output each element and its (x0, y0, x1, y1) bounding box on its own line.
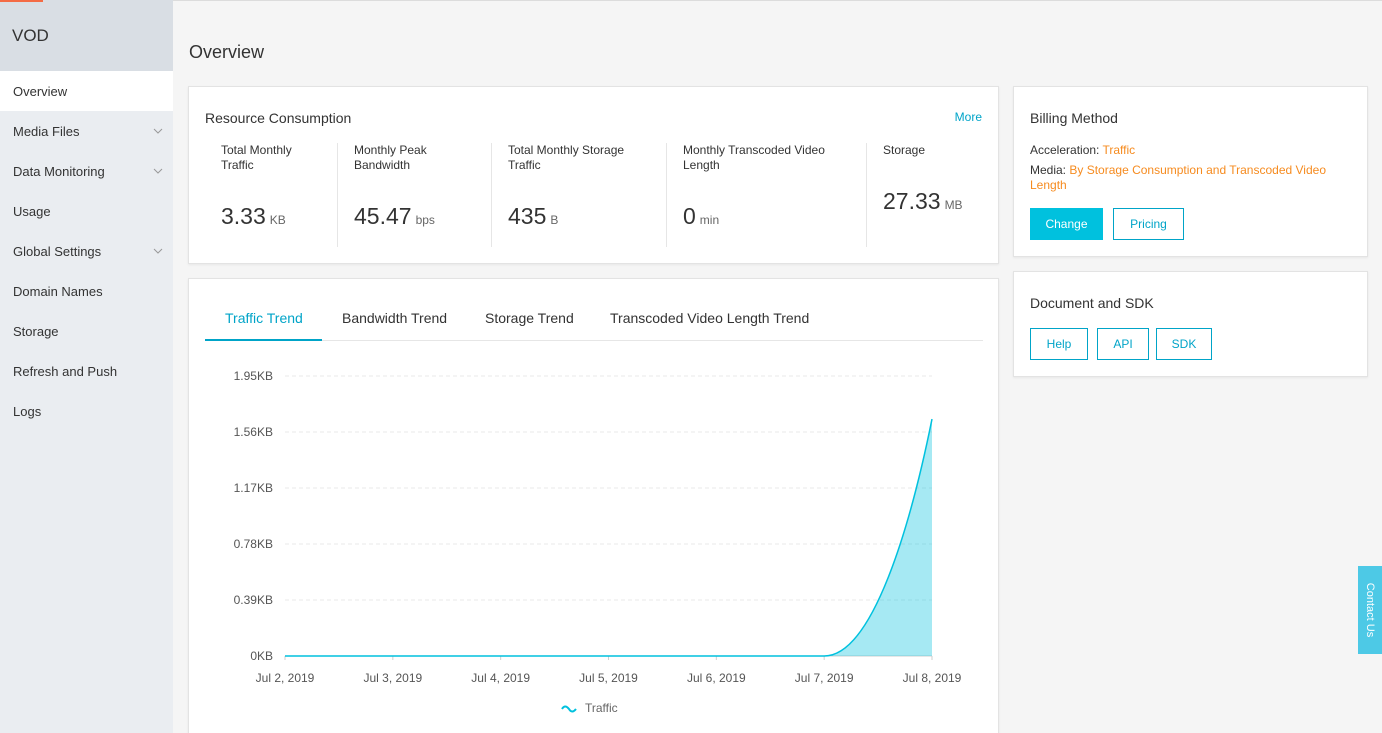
y-tick-label: 0KB (250, 649, 273, 663)
x-tick-label: Jul 5, 2019 (579, 671, 638, 685)
metric-value: 3.33 KB (221, 203, 286, 229)
tab-traffic-trend[interactable]: Traffic Trend (225, 310, 303, 326)
media-row: Media: By Storage Consumption and Transc… (1030, 163, 1326, 193)
pricing-button[interactable]: Pricing (1113, 208, 1184, 240)
x-tick-label: Jul 4, 2019 (471, 671, 530, 685)
x-tick-label: Jul 8, 2019 (903, 671, 962, 685)
metric-monthly-transcoded-video-length: Monthly Transcoded Video Length 0 min (683, 143, 853, 247)
sidebar-item-label: Data Monitoring (13, 163, 105, 179)
tab-bandwidth-trend[interactable]: Bandwidth Trend (342, 310, 448, 326)
trend-tabs: Traffic Trend Bandwidth Trend Storage Tr… (205, 299, 983, 341)
metric-value: 45.47 bps (354, 203, 435, 229)
contact-us-tab[interactable]: Contact Us (1358, 566, 1382, 654)
y-tick-label: 1.56KB (234, 425, 273, 439)
document-sdk-title: Document and SDK (1030, 295, 1154, 311)
sdk-button[interactable]: SDK (1156, 328, 1212, 360)
top-border (0, 0, 1382, 1)
sidebar-item-label: Usage (13, 203, 51, 219)
legend-swatch (561, 705, 577, 713)
divider (666, 143, 667, 247)
page-title: Overview (189, 42, 265, 62)
metric-storage: Storage 27.33 MB (883, 143, 983, 247)
help-button[interactable]: Help (1030, 328, 1088, 360)
trend-card: Traffic Trend Bandwidth Trend Storage Tr… (188, 278, 999, 733)
metric-total-monthly-storage-traffic: Total Monthly Storage Traffic 435 B (508, 143, 658, 247)
media-label: Media: (1030, 163, 1067, 177)
active-tab-indicator (205, 339, 322, 341)
sidebar-item-label: Media Files (13, 123, 80, 139)
sidebar-item-label: Overview (13, 83, 68, 99)
resource-consumption-card: Resource Consumption More Total Monthly T… (188, 86, 999, 264)
sidebar-item-global-settings[interactable]: Global Settings (0, 231, 173, 271)
tab-storage-trend[interactable]: Storage Trend (485, 310, 574, 326)
sidebar-item-label: Storage (13, 323, 59, 339)
acceleration-value: Traffic (1102, 143, 1136, 157)
divider (491, 143, 492, 247)
sidebar-item-label: Global Settings (13, 243, 102, 259)
metric-label: Total Monthly Storage Traffic (508, 143, 625, 172)
sidebar-item-storage[interactable]: Storage (0, 311, 173, 351)
y-tick-label: 1.95KB (234, 369, 273, 383)
sidebar-item-refresh-and-push[interactable]: Refresh and Push (0, 351, 173, 391)
chevron-down-icon (153, 248, 163, 254)
billing-method-card: Billing Method Acceleration: Traffic Med… (1013, 86, 1368, 257)
acceleration-row: Acceleration: Traffic (1030, 143, 1135, 158)
x-tick-label: Jul 6, 2019 (687, 671, 746, 685)
sidebar-item-logs[interactable]: Logs (0, 391, 173, 431)
contact-us-label: Contact Us (1364, 582, 1377, 638)
legend-label: Traffic (585, 701, 618, 715)
billing-method-title: Billing Method (1030, 110, 1118, 126)
metric-total-monthly-traffic: Total Monthly Traffic 3.33 KB (221, 143, 331, 247)
y-tick-label: 0.78KB (234, 537, 273, 551)
x-tick-label: Jul 3, 2019 (363, 671, 422, 685)
top-accent (0, 0, 43, 2)
traffic-area (285, 419, 932, 656)
sidebar-item-media-files[interactable]: Media Files (0, 111, 173, 151)
sidebar: VOD Overview Media Files Data Monitoring… (0, 0, 173, 733)
sidebar-item-label: Refresh and Push (13, 363, 118, 379)
divider (866, 143, 867, 247)
metric-label: Total Monthly Traffic (221, 143, 292, 172)
more-link[interactable]: More (954, 110, 982, 124)
traffic-line (285, 418, 933, 657)
x-tick-label: Jul 2, 2019 (256, 671, 315, 685)
change-button[interactable]: Change (1030, 208, 1103, 240)
sidebar-item-usage[interactable]: Usage (0, 191, 173, 231)
divider (337, 143, 338, 247)
x-tick-label: Jul 7, 2019 (795, 671, 854, 685)
metric-value: 0 min (683, 203, 720, 229)
sidebar-title: VOD (0, 0, 173, 71)
y-tick-label: 1.17KB (234, 481, 273, 495)
media-value: By Storage Consumption and Transcoded Vi… (1030, 163, 1326, 192)
api-button[interactable]: API (1097, 328, 1149, 360)
metric-label: Monthly Transcoded Video Length (683, 143, 825, 172)
metric-value: 435 B (508, 203, 559, 229)
metric-monthly-peak-bandwidth: Monthly Peak Bandwidth 45.47 bps (354, 143, 474, 247)
sidebar-item-data-monitoring[interactable]: Data Monitoring (0, 151, 173, 191)
traffic-chart: 0KB 0.39KB 0.78KB 1.17KB 1.56KB 1.95KB Jul 2, … (234, 369, 962, 715)
sidebar-item-label: Domain Names (13, 283, 103, 299)
metric-label: Monthly Peak Bandwidth (354, 143, 427, 172)
acceleration-label: Acceleration: (1030, 143, 1100, 157)
resource-consumption-title: Resource Consumption (205, 110, 352, 126)
y-tick-label: 0.39KB (234, 593, 273, 607)
sidebar-item-label: Logs (13, 403, 42, 419)
metric-value: 27.33 MB (883, 188, 963, 214)
tab-transcoded-video-length-trend[interactable]: Transcoded Video Length Trend (610, 310, 810, 326)
document-sdk-card: Document and SDK Help API SDK (1013, 271, 1368, 377)
chevron-down-icon (153, 128, 163, 134)
metric-label: Storage (883, 143, 926, 157)
chevron-down-icon (153, 168, 163, 174)
sidebar-item-overview[interactable]: Overview (0, 71, 173, 111)
sidebar-item-domain-names[interactable]: Domain Names (0, 271, 173, 311)
